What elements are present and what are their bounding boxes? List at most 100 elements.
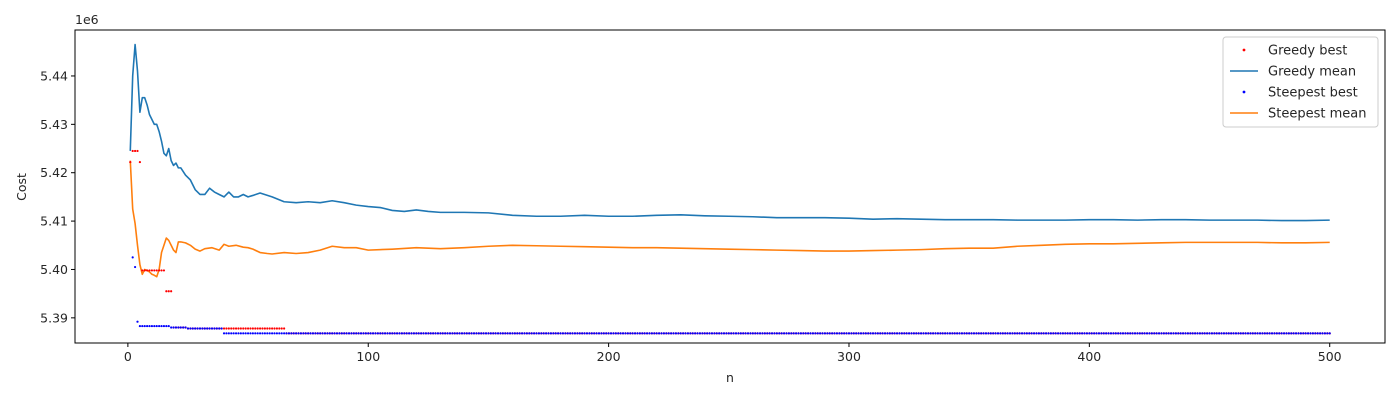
point-steepest-best (182, 326, 185, 329)
point-steepest-best (1052, 332, 1055, 335)
point-steepest-best (838, 332, 841, 335)
point-greedy-best (256, 327, 259, 330)
point-steepest-best (1148, 332, 1151, 335)
point-steepest-best (1059, 332, 1062, 335)
point-steepest-best (1263, 332, 1266, 335)
point-steepest-best (1287, 332, 1290, 335)
point-steepest-best (321, 332, 324, 335)
point-steepest-best (1326, 332, 1329, 335)
point-greedy-best (165, 290, 168, 293)
point-steepest-best (1309, 332, 1312, 335)
point-steepest-best (1222, 332, 1226, 335)
point-steepest-best (1018, 332, 1021, 335)
point-steepest-best (1174, 332, 1177, 335)
plot-area (129, 43, 1331, 335)
y-tick-label: 5.44 (40, 68, 68, 83)
point-steepest-best (1249, 332, 1252, 335)
point-steepest-best (1057, 332, 1060, 335)
x-axis: 0 100 200 300 400 500 (124, 343, 1342, 364)
point-steepest-best (307, 332, 310, 335)
point-steepest-best (636, 332, 639, 335)
y-tick-label: 5.39 (40, 310, 68, 325)
point-steepest-best (242, 332, 245, 335)
point-steepest-best (1191, 332, 1194, 335)
series-steepest-best (131, 256, 1331, 335)
point-steepest-best (273, 332, 276, 335)
point-steepest-best (662, 332, 666, 335)
point-steepest-best (295, 332, 298, 335)
point-steepest-best (1218, 332, 1221, 335)
point-steepest-best (179, 326, 182, 329)
point-steepest-best (1131, 332, 1134, 335)
point-steepest-best (701, 332, 704, 335)
point-greedy-best (261, 327, 264, 330)
point-steepest-best (833, 332, 836, 335)
point-steepest-best (319, 332, 322, 335)
point-steepest-best (1294, 332, 1298, 335)
point-steepest-best (682, 332, 685, 335)
point-steepest-best (1121, 332, 1125, 335)
point-steepest-best (626, 332, 629, 335)
point-steepest-best (213, 327, 216, 330)
point-steepest-best (739, 332, 742, 335)
point-steepest-best (1073, 332, 1077, 335)
point-greedy-best (143, 269, 146, 272)
y-axis-label: Cost (14, 173, 29, 201)
point-steepest-best (999, 332, 1002, 335)
point-steepest-best (607, 332, 610, 335)
point-steepest-best (1311, 332, 1314, 335)
point-steepest-best (210, 327, 214, 330)
point-greedy-best (148, 269, 151, 272)
point-steepest-best (694, 332, 697, 335)
point-steepest-best (393, 332, 396, 335)
point-steepest-best (386, 332, 389, 335)
point-steepest-best (436, 332, 440, 335)
point-steepest-best (237, 332, 240, 335)
point-steepest-best (883, 332, 887, 335)
point-greedy-best (155, 269, 158, 272)
point-steepest-best (220, 327, 223, 330)
point-greedy-best (242, 327, 245, 330)
point-steepest-best (143, 324, 146, 328)
point-steepest-best (525, 332, 528, 335)
point-steepest-best (578, 332, 581, 335)
point-steepest-best (975, 332, 978, 335)
point-steepest-best (1095, 332, 1098, 335)
point-steepest-best (170, 326, 173, 329)
point-steepest-best (232, 332, 235, 335)
point-steepest-best (1078, 332, 1081, 335)
point-steepest-best (746, 332, 750, 335)
y-axis: 5.39 5.40 5.41 5.42 5.43 5.44 (40, 68, 75, 325)
point-steepest-best (153, 324, 156, 328)
point-steepest-best (1179, 332, 1182, 335)
legend-item-greedy-mean: Greedy mean (1230, 65, 1356, 80)
point-steepest-best (275, 332, 279, 335)
point-steepest-best (131, 256, 134, 259)
point-steepest-best (871, 332, 875, 335)
point-steepest-best (633, 332, 637, 335)
point-steepest-best (814, 332, 817, 335)
point-steepest-best (1042, 332, 1045, 335)
point-steepest-best (439, 332, 442, 335)
point-steepest-best (420, 332, 423, 335)
point-steepest-best (475, 332, 478, 335)
point-steepest-best (799, 332, 803, 335)
point-steepest-best (989, 332, 992, 335)
point-steepest-best (290, 332, 293, 335)
point-steepest-best (333, 332, 336, 335)
point-steepest-best (371, 332, 375, 335)
point-steepest-best (770, 332, 774, 335)
point-steepest-best (1030, 332, 1033, 335)
point-steepest-best (761, 332, 764, 335)
point-steepest-best (480, 332, 483, 335)
point-steepest-best (831, 332, 834, 335)
point-steepest-best (1169, 332, 1173, 335)
point-steepest-best (359, 332, 363, 335)
point-steepest-best (463, 332, 466, 335)
point-steepest-best (146, 324, 149, 328)
point-steepest-best (1184, 332, 1187, 335)
point-steepest-best (487, 332, 490, 335)
point-steepest-best (530, 332, 533, 335)
point-steepest-best (708, 332, 711, 335)
